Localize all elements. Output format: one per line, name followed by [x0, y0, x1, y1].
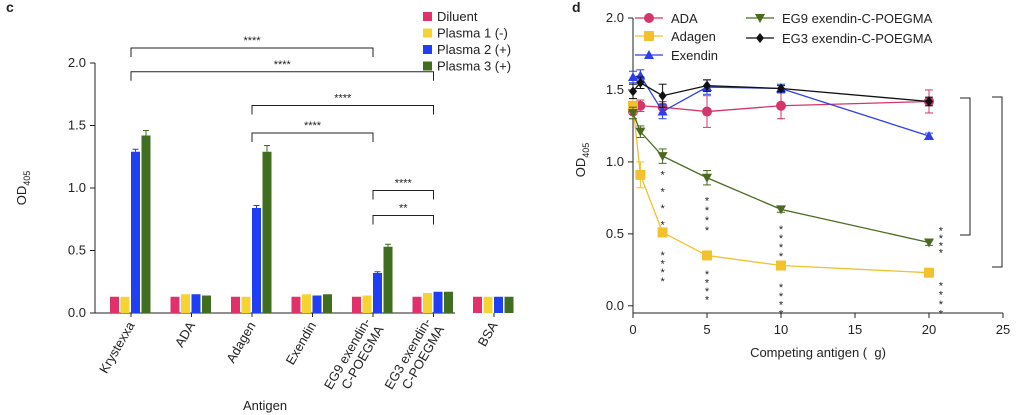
legend-swatch	[423, 12, 432, 21]
legend-label: Diluent	[437, 9, 478, 24]
bar	[433, 291, 443, 313]
x-tick-label-c: Adagen	[223, 319, 258, 365]
bar	[231, 296, 240, 313]
bar	[362, 295, 372, 313]
x-tick-label-c: BSA	[475, 319, 501, 349]
bar	[352, 296, 361, 313]
bar	[131, 151, 140, 313]
legend-swatch	[423, 28, 432, 38]
bar	[323, 294, 332, 313]
significance-bracket	[251, 132, 374, 142]
x-tick-label-c: Krystexxa	[96, 318, 138, 376]
significance-label: ****	[304, 120, 322, 132]
significance-label: ****	[395, 178, 413, 190]
bar	[504, 296, 514, 313]
legend-swatch	[423, 45, 432, 54]
significance-bracket	[130, 71, 434, 81]
significance-label: **	[399, 203, 408, 215]
bar	[473, 296, 482, 313]
x-tick-label-c: EG3 exendin-C-POEGMA	[381, 315, 447, 399]
bar	[141, 135, 151, 313]
bar	[241, 296, 251, 313]
significance-bracket	[372, 215, 434, 225]
bar	[373, 273, 382, 313]
significance-bracket	[251, 105, 434, 115]
bar	[444, 291, 453, 313]
bar	[383, 246, 393, 313]
significance-label: ****	[243, 35, 261, 47]
y-tick-label-c: 1.5	[68, 118, 86, 133]
y-axis-label-c: OD405	[14, 171, 32, 206]
bar	[412, 296, 422, 313]
bar	[110, 296, 119, 313]
bar	[170, 296, 180, 313]
bar	[181, 294, 190, 313]
bar	[252, 208, 261, 313]
panel-label-c: c	[6, 0, 14, 15]
bar	[483, 296, 493, 313]
bar	[494, 296, 503, 313]
legend-label: Plasma 2 (+)	[437, 42, 511, 57]
bar	[291, 296, 301, 313]
x-tick-label-c: EG9 exendin-C-POEGMA	[321, 315, 387, 399]
bar	[191, 294, 201, 313]
significance-label: ****	[334, 93, 352, 105]
x-tick-label-c: Exendin	[283, 319, 319, 367]
y-tick-label-c: 0.5	[68, 243, 86, 258]
significance-label: ****	[274, 59, 292, 71]
legend-swatch	[423, 61, 432, 71]
bar	[302, 294, 311, 313]
legend-label: Plasma 1 (-)	[437, 26, 508, 41]
significance-bracket	[372, 190, 434, 200]
y-tick-label-c: 1.0	[68, 180, 86, 195]
x-axis-label-c: Antigen	[243, 398, 287, 413]
bar	[120, 296, 130, 313]
bar	[423, 293, 432, 313]
bar	[262, 151, 272, 313]
significance-bracket	[130, 47, 374, 57]
bar	[202, 295, 211, 313]
legend-label: Plasma 3 (+)	[437, 59, 511, 74]
y-tick-label-c: 0.0	[68, 305, 86, 320]
y-tick-label-c: 2.0	[68, 55, 86, 70]
bar	[312, 295, 322, 313]
x-tick-label-c: ADA	[172, 319, 199, 350]
